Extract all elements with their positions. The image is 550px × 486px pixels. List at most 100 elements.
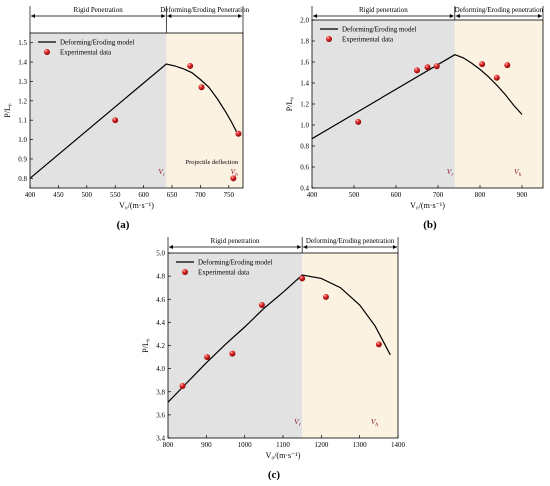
x-tick-label: 550 — [110, 191, 121, 199]
y-tick-label: 1.4 — [18, 59, 27, 67]
legend-entry: Deforming/Eroding model — [60, 39, 135, 47]
chart-panel-b: Rigid penetration Deforming/Eroding penet… — [285, 6, 544, 231]
legend-entry: Deforming/Eroding model — [198, 259, 273, 267]
region-band-1 — [30, 33, 167, 188]
x-tick-label: 500 — [349, 191, 360, 199]
plot-frame — [29, 32, 244, 189]
x-tick-label: 400 — [25, 191, 36, 199]
y-tick-label: 1.6 — [300, 59, 309, 67]
x-tick-label: 1000 — [238, 441, 253, 449]
data-point — [479, 61, 486, 68]
annotation-text: Projectile deflection — [185, 159, 238, 166]
legend-entry: Deforming/Eroding model — [342, 26, 417, 34]
data-point — [187, 62, 194, 69]
x-tick-label: 600 — [138, 191, 149, 199]
x-tick-label: 1200 — [314, 441, 329, 449]
data-point — [299, 275, 306, 282]
region-label: Rigid penetration — [359, 6, 408, 14]
data-point — [493, 74, 500, 81]
x-tick-label: 650 — [167, 191, 178, 199]
data-point — [204, 354, 211, 361]
data-point — [198, 84, 205, 91]
x-axis-label: V₀/(m·s⁻¹) — [266, 451, 301, 460]
x-tick-label: 700 — [433, 191, 444, 199]
legend-marker-swatch — [44, 49, 50, 55]
data-point — [433, 63, 440, 70]
y-tick-label: 2.0 — [300, 17, 309, 25]
panel-label: (c) — [268, 469, 281, 481]
x-tick-label: 800 — [163, 441, 174, 449]
data-point — [229, 350, 236, 357]
region-band-1 — [312, 20, 455, 188]
y-tick-label: 3.6 — [156, 411, 165, 419]
x-tick-label: 1300 — [353, 441, 368, 449]
data-point — [230, 175, 237, 182]
x-tick-label: 700 — [195, 191, 206, 199]
region-label: Deforming/Eroding penetration — [455, 6, 544, 14]
y-tick-label: 4.2 — [156, 342, 165, 350]
y-tick-label: 0.9 — [18, 155, 27, 163]
x-tick-label: 750 — [224, 191, 235, 199]
legend-entry: Experimental data — [342, 36, 394, 44]
region-label: Deforming/Eroding Penetration — [160, 6, 249, 14]
data-point — [355, 118, 362, 125]
data-point — [414, 67, 420, 74]
legend-entry: Experimental data — [198, 269, 250, 277]
legend-marker-swatch — [182, 269, 188, 275]
data-point — [424, 64, 431, 71]
velocity-marker: Vr — [447, 167, 455, 178]
data-point — [322, 293, 329, 300]
x-tick-label: 900 — [517, 191, 528, 199]
y-tick-label: 3.4 — [156, 435, 165, 443]
panel-label: (a) — [117, 219, 130, 231]
y-tick-label: 0.6 — [300, 164, 309, 172]
x-tick-label: 500 — [82, 191, 93, 199]
y-tick-label: 5.0 — [156, 250, 165, 258]
data-point — [112, 117, 119, 124]
y-tick-label: 1.8 — [300, 38, 309, 46]
region-label: Rigid penetration — [211, 237, 260, 245]
panel-label: (b) — [423, 219, 437, 231]
velocity-marker: Vr — [158, 167, 166, 178]
y-tick-label: 0.8 — [300, 143, 309, 151]
model-curve — [29, 63, 240, 179]
y-tick-label: 0.4 — [300, 185, 309, 193]
data-point — [258, 302, 265, 309]
y-tick-label: 1.0 — [300, 122, 309, 130]
x-tick-label: 1400 — [391, 441, 406, 449]
data-point — [375, 341, 382, 348]
velocity-marker: Vr — [294, 417, 302, 428]
region-band-2 — [302, 253, 398, 438]
y-tick-label: 1.2 — [18, 97, 27, 105]
y-tick-label: 1.1 — [18, 117, 27, 125]
data-point — [504, 62, 511, 69]
y-tick-label: 4.8 — [156, 273, 165, 281]
data-point — [235, 130, 242, 137]
region-label: Rigid Penetration — [74, 6, 124, 14]
y-tick-label: 4.4 — [156, 319, 165, 327]
y-tick-label: 1.5 — [18, 39, 27, 47]
y-tick-label: 0.8 — [18, 175, 27, 183]
velocity-marker: Vh — [230, 167, 238, 178]
region-band-2 — [166, 33, 243, 188]
chart-panel-a: Rigid Penetration Deforming/Eroding Penet… — [3, 6, 250, 231]
x-axis-label: V₀/(m·s⁻¹) — [119, 201, 154, 210]
y-tick-label: 4.0 — [156, 365, 165, 373]
y-tick-label: 1.0 — [18, 136, 27, 144]
y-tick-label: 4.6 — [156, 296, 165, 304]
data-point — [179, 382, 186, 389]
velocity-marker: Vh — [514, 167, 522, 178]
y-axis-label: P/L₀ — [285, 97, 294, 112]
x-tick-label: 1100 — [276, 441, 290, 449]
y-tick-label: 1.2 — [300, 101, 309, 109]
y-tick-label: 1.4 — [300, 80, 309, 88]
x-tick-label: 600 — [391, 191, 402, 199]
velocity-marker: Vh — [371, 417, 379, 428]
y-tick-label: 3.8 — [156, 388, 165, 396]
y-tick-label: 1.3 — [18, 78, 27, 86]
x-tick-label: 400 — [307, 191, 318, 199]
y-axis-label: P/L₀ — [3, 103, 12, 118]
x-tick-label: 450 — [53, 191, 64, 199]
legend-marker-swatch — [326, 36, 332, 42]
y-axis-label: P/L₀ — [141, 338, 150, 353]
